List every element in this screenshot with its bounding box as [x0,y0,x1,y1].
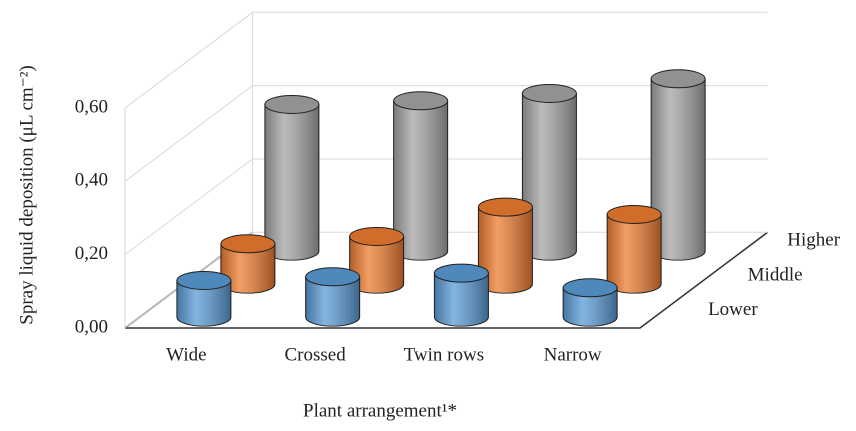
cylinder-top [606,204,662,224]
x-tick-label: Crossed [285,344,347,365]
x-axis-label: Plant arrangement¹* [303,400,457,421]
cylinder-shade [220,243,275,294]
cylinder-shade [305,276,360,327]
cylinder-top-shade [563,278,618,297]
cylinder-shade [651,78,706,261]
cylinder [562,278,618,327]
cylinder-top [393,91,449,111]
cylinder-top-shade [349,227,404,246]
cylinder-shade [349,236,404,294]
cylinder-top [220,234,276,254]
cylinder [477,197,533,294]
cylinder-top [176,270,232,290]
cylinder-shade [176,280,231,327]
cylinder [220,234,276,294]
x-tick-label: Wide [166,344,206,365]
cylinder-shade [563,287,618,327]
y-axis-label: Spray liquid deposition (μL cm⁻²) [16,65,37,325]
cylinder-top-shade [220,234,275,253]
y-tick-label: 0,60 [75,96,108,117]
x-tick-label: Twin rows [404,344,484,365]
cylinder-shade [393,100,448,261]
cylinder-shade [264,104,319,261]
cylinder-top-shade [264,95,319,114]
cylinder-top [433,263,489,283]
cylinder-top-shade [393,91,448,110]
cylinder-top [305,267,361,287]
cylinder-shade [478,207,533,294]
cylinder [650,69,706,261]
cylinder-top-shade [607,205,662,224]
y-tick-label: 0,20 [75,243,108,264]
cylinder-shade [522,93,577,261]
cylinder-top-shade [522,84,577,103]
cylinder-top [477,197,533,217]
grid-line [124,11,768,109]
cylinder [606,204,662,294]
y-tick-label: 0,00 [75,316,108,337]
depth-label: Higher [787,230,840,251]
cylinder-top [521,83,577,103]
grid-line [124,85,768,182]
cylinder-shade [607,214,662,294]
cylinder-shade [434,273,489,327]
y-tick-label: 0,40 [75,170,108,191]
cylinder-top-shade [478,198,533,217]
cylinder [349,226,405,294]
grid-line [124,158,768,256]
cylinder-top [650,69,706,89]
x-tick-label: Narrow [544,344,602,365]
cylinder-top-shade [434,264,489,283]
depth-label: Lower [708,299,758,320]
cylinder-top [562,278,618,298]
cylinder [176,270,232,327]
cylinder-top-shade [176,271,231,290]
cylinder [264,94,320,261]
depth-label: Middle [748,264,803,285]
cylinder-top [349,226,405,246]
cylinder [433,263,489,327]
cylinder [305,267,361,327]
cylinder-top-shade [305,267,360,286]
cylinder [393,91,449,261]
grid-line [124,231,768,329]
cylinder-top [264,94,320,114]
cylinder-top-shade [651,69,706,88]
